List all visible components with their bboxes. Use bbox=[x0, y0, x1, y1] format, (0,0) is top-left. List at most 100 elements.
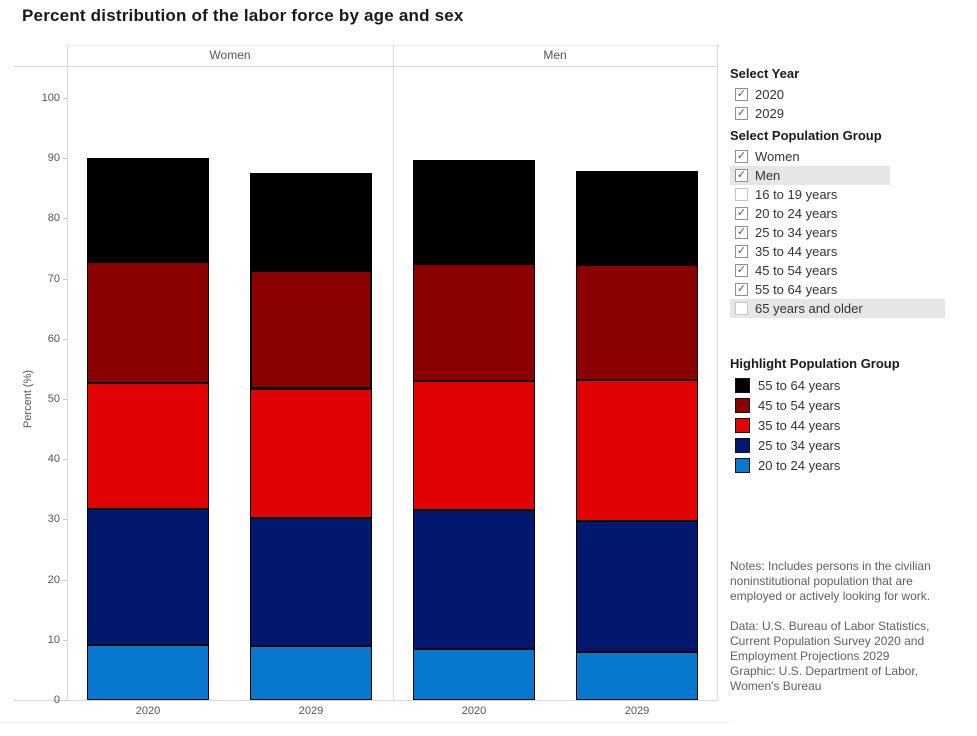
option-row-65-years-and-older[interactable]: 65 years and older bbox=[730, 299, 945, 318]
legend-label-20-to-24-years: 20 to 24 years bbox=[758, 457, 841, 473]
option-row-men[interactable]: ✓ Men bbox=[730, 166, 890, 185]
source-text: Data: U.S. Bureau of Labor Statistics, C… bbox=[730, 619, 962, 694]
checkbox-men-checked[interactable]: ✓ bbox=[735, 169, 748, 182]
option-row-20-to-24-years[interactable]: ✓ 20 to 24 years bbox=[730, 204, 977, 223]
checkbox-label-2020: 2020 bbox=[755, 87, 784, 102]
y-axis-line bbox=[67, 45, 68, 700]
y-tick-mark bbox=[63, 158, 67, 160]
checkbox-label-55-to-64-years: 55 to 64 years bbox=[755, 282, 838, 297]
y-tick-mark bbox=[63, 218, 67, 220]
checkbox-25-to-34-years-checked[interactable]: ✓ bbox=[735, 226, 748, 239]
panel-header-women: Women bbox=[209, 48, 251, 62]
y-tick-label-80: 80 bbox=[47, 212, 60, 225]
bar-segment-women-2020-20-to-24-years[interactable] bbox=[87, 644, 209, 700]
legend-item-45-to-54-years[interactable]: 45 to 54 years bbox=[730, 395, 977, 415]
select-year-options: ✓ 2020 ✓ 2029 bbox=[730, 85, 977, 123]
option-row-2029[interactable]: ✓ 2029 bbox=[730, 104, 977, 123]
y-tick-label-70: 70 bbox=[47, 272, 60, 285]
x-tick-label-women-2020: 2020 bbox=[135, 705, 161, 717]
checkbox-label-25-to-34-years: 25 to 34 years bbox=[755, 225, 838, 240]
y-tick-label-100: 100 bbox=[41, 92, 60, 104]
checkbox-label-65-years-and-older: 65 years and older bbox=[755, 301, 863, 316]
bar-segment-women-2029-55-to-64-years[interactable] bbox=[250, 172, 372, 270]
checkbox-55-to-64-years-checked[interactable]: ✓ bbox=[735, 283, 748, 296]
legend-label-45-to-54-years: 45 to 54 years bbox=[758, 397, 841, 413]
filter-sidebar: Select Year ✓ 2020 ✓ 2029 Select Population… bbox=[730, 64, 977, 694]
checkbox-label-2029: 2029 bbox=[755, 106, 784, 121]
legend-item-25-to-34-years[interactable]: 25 to 34 years bbox=[730, 435, 977, 455]
panel-divider-line bbox=[393, 45, 394, 700]
bar-segment-women-2020-25-to-34-years[interactable] bbox=[87, 508, 209, 645]
y-tick-label-20: 20 bbox=[47, 573, 60, 586]
legend-item-55-to-64-years[interactable]: 55 to 64 years bbox=[730, 375, 977, 395]
option-row-45-to-54-years[interactable]: ✓ 45 to 54 years bbox=[730, 261, 977, 280]
option-row-55-to-64-years[interactable]: ✓ 55 to 64 years bbox=[730, 280, 977, 299]
y-tick-mark bbox=[63, 338, 67, 340]
chart-right-border bbox=[717, 45, 718, 700]
legend-label-55-to-64-years: 55 to 64 years bbox=[758, 377, 841, 393]
panel-header-men: Men bbox=[543, 48, 567, 62]
bar-segment-men-2020-20-to-24-years[interactable] bbox=[413, 649, 535, 700]
legend-swatch-20-to-24-years[interactable] bbox=[735, 457, 750, 473]
option-row-16-to-19-years[interactable]: 16 to 19 years bbox=[730, 185, 977, 204]
bar-segment-women-2029-20-to-24-years[interactable] bbox=[250, 645, 372, 700]
bar-segment-men-2029-55-to-64-years[interactable] bbox=[576, 171, 698, 265]
bar-segment-women-2020-35-to-44-years[interactable] bbox=[87, 382, 209, 509]
select-population-group-options: ✓ Women ✓ Men 16 to 19 years ✓ 20 to 24 years ✓… bbox=[730, 147, 977, 318]
bar-segment-women-2029-35-to-44-years[interactable] bbox=[250, 388, 372, 518]
plot-area bbox=[67, 66, 717, 700]
y-tick-mark bbox=[63, 459, 67, 461]
checkbox-16-to-19-years-unchecked[interactable] bbox=[735, 188, 748, 201]
option-row-2020[interactable]: ✓ 2020 bbox=[730, 85, 977, 104]
bar-segment-men-2020-25-to-34-years[interactable] bbox=[413, 510, 535, 650]
data-source-text: Data: U.S. Bureau of Labor Statistics, C… bbox=[730, 619, 930, 663]
bar-segment-women-2020-45-to-54-years[interactable] bbox=[87, 262, 209, 383]
y-tick-mark bbox=[63, 700, 67, 701]
chart-top-border bbox=[67, 45, 717, 46]
legend-swatch-45-to-54-years[interactable] bbox=[735, 397, 750, 413]
legend-swatch-25-to-34-years[interactable] bbox=[735, 437, 750, 453]
y-tick-mark bbox=[63, 519, 67, 521]
y-tick-label-40: 40 bbox=[47, 453, 60, 466]
bar-segment-men-2029-25-to-34-years[interactable] bbox=[576, 520, 698, 653]
option-row-women[interactable]: ✓ Women bbox=[730, 147, 977, 166]
checkbox-2029-checked[interactable]: ✓ bbox=[735, 107, 748, 120]
legend-label-35-to-44-years: 35 to 44 years bbox=[758, 417, 841, 433]
checkbox-35-to-44-years-checked[interactable]: ✓ bbox=[735, 245, 748, 258]
bar-segment-men-2029-45-to-54-years[interactable] bbox=[576, 264, 698, 380]
y-tick-mark bbox=[63, 579, 67, 581]
chart-bottom-border bbox=[0, 722, 730, 723]
legend-item-20-to-24-years[interactable]: 20 to 24 years bbox=[730, 455, 977, 475]
bar-segment-women-2020-55-to-64-years[interactable] bbox=[87, 158, 209, 263]
option-row-25-to-34-years[interactable]: ✓ 25 to 34 years bbox=[730, 223, 977, 242]
y-tick-label-10: 10 bbox=[47, 633, 60, 646]
bar-segment-men-2020-55-to-64-years[interactable] bbox=[413, 160, 535, 264]
checkbox-label-men: Men bbox=[755, 168, 781, 183]
bar-segment-men-2029-20-to-24-years[interactable] bbox=[576, 652, 698, 700]
checkbox-20-to-24-years-checked[interactable]: ✓ bbox=[735, 207, 748, 220]
y-tick-mark bbox=[63, 399, 67, 400]
legend-label-25-to-34-years: 25 to 34 years bbox=[758, 437, 841, 453]
checkbox-women-checked[interactable]: ✓ bbox=[735, 150, 748, 163]
legend-swatch-35-to-44-years[interactable] bbox=[735, 417, 750, 433]
option-row-35-to-44-years[interactable]: ✓ 35 to 44 years bbox=[730, 242, 977, 261]
y-tick-label-60: 60 bbox=[47, 332, 60, 345]
bar-segment-men-2020-35-to-44-years[interactable] bbox=[413, 380, 535, 511]
checkbox-65-years-and-older-unchecked[interactable] bbox=[735, 302, 748, 315]
bar-segment-men-2029-35-to-44-years[interactable] bbox=[576, 379, 698, 521]
checkbox-45-to-54-years-checked[interactable]: ✓ bbox=[735, 264, 748, 277]
bar-segment-women-2029-45-to-54-years[interactable] bbox=[250, 269, 372, 389]
y-tick-mark bbox=[63, 639, 67, 641]
y-tick-label-90: 90 bbox=[47, 152, 60, 165]
x-axis-line bbox=[14, 700, 717, 701]
checkbox-label-women: Women bbox=[755, 149, 800, 164]
legend-swatch-55-to-64-years[interactable] bbox=[735, 377, 750, 393]
notes-text: Notes: Includes persons in the civilian … bbox=[730, 559, 931, 603]
y-tick-mark bbox=[63, 278, 67, 280]
graphic-source-text: Graphic: U.S. Department of Labor, Women… bbox=[730, 664, 919, 693]
bar-segment-women-2029-25-to-34-years[interactable] bbox=[250, 517, 372, 646]
checkbox-2020-checked[interactable]: ✓ bbox=[735, 88, 748, 101]
legend-item-35-to-44-years[interactable]: 35 to 44 years bbox=[730, 415, 977, 435]
bar-segment-men-2020-45-to-54-years[interactable] bbox=[413, 263, 535, 381]
select-population-group-header: Select Population Group bbox=[730, 128, 882, 143]
